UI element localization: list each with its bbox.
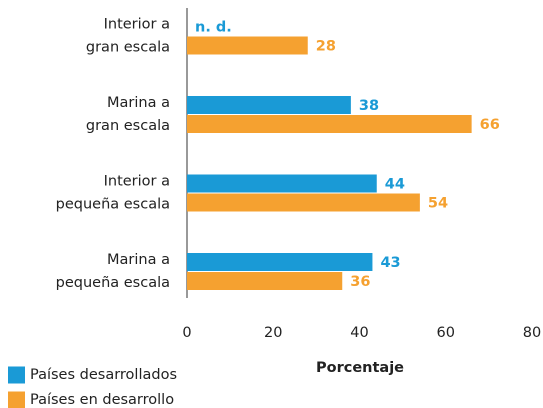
x-tick-label: 80 <box>523 325 541 341</box>
legend-label: Países en desarrollo <box>30 392 174 408</box>
bar <box>187 174 377 193</box>
legend-swatch <box>8 391 25 408</box>
legend-label: Países desarrollados <box>30 367 177 383</box>
value-label: 54 <box>428 196 448 212</box>
value-label: n. d. <box>195 20 232 36</box>
y-tick-label: Marina a gran escala <box>86 95 170 134</box>
x-tick-label: 40 <box>350 325 368 341</box>
y-tick-label: Interior a pequeña escala <box>56 174 170 213</box>
value-label: 38 <box>359 98 379 114</box>
bar <box>187 253 373 271</box>
bar <box>187 115 472 133</box>
bar <box>187 272 343 290</box>
value-label: 43 <box>380 255 400 271</box>
y-tick-label: Interior a gran escala <box>86 17 170 56</box>
value-label: 66 <box>480 117 500 133</box>
x-tick-label: 60 <box>437 325 455 341</box>
bar <box>187 193 420 212</box>
x-tick-label: 20 <box>264 325 282 341</box>
value-label: 28 <box>316 39 336 55</box>
value-label: 36 <box>350 274 370 290</box>
x-tick-label: 0 <box>182 325 191 341</box>
y-tick-label: Marina a pequeña escala <box>56 252 170 291</box>
bar <box>187 36 308 55</box>
x-axis-label: Porcentaje <box>316 360 404 376</box>
bar <box>187 96 351 114</box>
value-label: 44 <box>385 177 405 193</box>
legend-swatch <box>8 366 25 384</box>
